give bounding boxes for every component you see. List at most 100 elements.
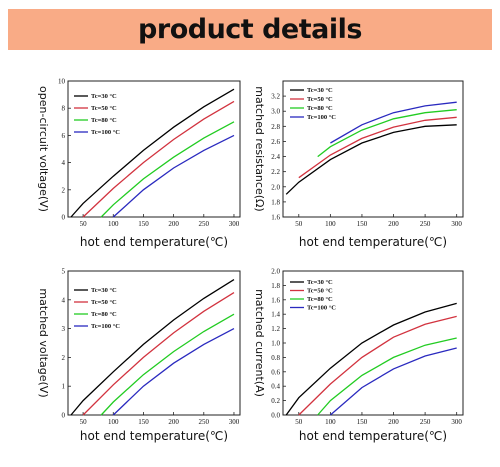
y-tick-label: 0.2 bbox=[271, 397, 280, 405]
legend-label-2: Tc=50 °C bbox=[91, 105, 117, 112]
x-tick-label: 100 bbox=[325, 220, 336, 228]
chart-4: 50 100 150 200 250 300 0.0 0.2 0.4 0.6 0.8 1.0 1.2 1.… bbox=[253, 268, 464, 443]
legend-label-4: Tc=100 °C bbox=[91, 129, 120, 136]
y-tick-label: 2.8 bbox=[271, 123, 280, 131]
series-line-4 bbox=[112, 134, 235, 218]
y-tick-label: 1.6 bbox=[271, 214, 280, 222]
legend-label-3: Tc=80 °C bbox=[307, 296, 333, 303]
legend-label-1: Tc=30 °C bbox=[91, 93, 117, 100]
x-axis-label: hot end temperature(℃) bbox=[80, 235, 228, 249]
y-tick-label: 1.0 bbox=[271, 340, 280, 348]
chart-1: 50 100 150 200 250 300 0 2 4 6 8 10 Tc=30 °C Tc=50 °C… bbox=[37, 78, 241, 249]
x-tick-label: 200 bbox=[168, 220, 179, 228]
legend: Tc=30 °C Tc=50 °C Tc=80 °C Tc=100 °C bbox=[74, 93, 120, 136]
legend: Tc=30 °C Tc=50 °CTc=80 °C Tc=100 °C bbox=[290, 279, 336, 312]
y-tick-label: 1.8 bbox=[271, 282, 280, 290]
x-tick-label: 250 bbox=[199, 220, 210, 228]
y-tick-label: 2.4 bbox=[271, 153, 280, 161]
x-tick-label: 150 bbox=[138, 220, 149, 228]
y-tick-label: 2.0 bbox=[271, 268, 280, 276]
x-tick-label: 50 bbox=[80, 220, 88, 228]
y-tick-label: 1.4 bbox=[271, 311, 280, 319]
y-tick-label: 3 bbox=[62, 325, 66, 333]
y-tick-label: 0.6 bbox=[271, 368, 280, 376]
x-tick-label: 100 bbox=[108, 220, 119, 228]
y-tick-label: 5 bbox=[62, 268, 66, 276]
title-banner: product details bbox=[8, 9, 492, 50]
series-line-3 bbox=[317, 109, 457, 158]
y-tick-label: 0.4 bbox=[271, 383, 280, 391]
series-line-1 bbox=[70, 88, 235, 218]
x-tick-label: 300 bbox=[229, 220, 240, 228]
x-tick-label: 50 bbox=[295, 220, 303, 228]
x-axis-label: hot end temperature(℃) bbox=[299, 235, 447, 249]
legend-label-3: Tc=80 °C bbox=[91, 311, 117, 318]
y-axis-label: open-circuit voltage(V) bbox=[37, 86, 50, 212]
legend-label-1: Tc=30 °C bbox=[91, 287, 117, 294]
y-tick-label: 0.0 bbox=[271, 412, 280, 420]
y-tick-label: 3.0 bbox=[271, 108, 280, 116]
y-tick-label: 0 bbox=[62, 214, 66, 222]
legend: Tc=30 °C Tc=50 °C Tc=80 °C Tc=100 °C bbox=[74, 287, 120, 330]
legend-label-4: Tc=100 °C bbox=[307, 114, 336, 121]
y-axis-label: matched voltage(V) bbox=[37, 288, 50, 397]
x-tick-label: 50 bbox=[295, 418, 303, 426]
y-tick-label: 2 bbox=[62, 354, 66, 362]
y-tick-label: 1.6 bbox=[271, 296, 280, 304]
x-tick-label: 50 bbox=[80, 418, 88, 426]
x-tick-label: 300 bbox=[451, 418, 462, 426]
series-line-3 bbox=[100, 121, 235, 218]
y-axis-label: matched current(A) bbox=[253, 289, 266, 397]
y-tick-label: 2.0 bbox=[271, 183, 280, 191]
x-tick-label: 300 bbox=[229, 418, 240, 426]
legend-label-1: Tc=30 °C bbox=[307, 279, 333, 286]
legend-label-4: Tc=100 °C bbox=[307, 305, 336, 312]
y-tick-label: 2.6 bbox=[271, 138, 280, 146]
legend-label-2: Tc=50 °C bbox=[307, 288, 333, 295]
series-line-2 bbox=[82, 292, 235, 416]
x-tick-label: 100 bbox=[108, 418, 119, 426]
series-line-4 bbox=[330, 101, 457, 144]
x-tick-label: 200 bbox=[168, 418, 179, 426]
x-tick-label: 250 bbox=[420, 418, 431, 426]
x-tick-label: 100 bbox=[325, 418, 336, 426]
legend-label-2: Tc=50 °C bbox=[91, 299, 117, 306]
y-tick-label: 10 bbox=[58, 78, 66, 86]
series-line-2 bbox=[298, 116, 457, 179]
x-tick-label: 200 bbox=[388, 220, 399, 228]
legend-label-1: Tc=30 °C bbox=[307, 87, 333, 94]
series-line-3 bbox=[317, 337, 457, 416]
legend-label-3: Tc=80 °C bbox=[307, 105, 333, 112]
series-line-2 bbox=[298, 315, 457, 416]
y-tick-label: 4 bbox=[62, 159, 66, 167]
y-tick-label: 0.8 bbox=[271, 354, 280, 362]
plot-frame bbox=[282, 80, 464, 218]
series-line-4 bbox=[112, 328, 235, 416]
x-tick-label: 250 bbox=[199, 418, 210, 426]
banner-title: product details bbox=[138, 14, 362, 45]
y-tick-label: 4 bbox=[62, 296, 66, 304]
x-axis-label: hot end temperature(℃) bbox=[299, 429, 447, 443]
y-tick-label: 6 bbox=[62, 132, 66, 140]
chart-2: 50 100 150 200 250 300 1.6 1.8 2.0 2.2 2.4 2.6 2.8 3.… bbox=[253, 80, 464, 249]
y-tick-label: 1.8 bbox=[271, 198, 280, 206]
y-axis-label: matched resistance(Ω) bbox=[253, 86, 266, 211]
y-tick-label: 3.2 bbox=[271, 93, 280, 101]
x-tick-label: 150 bbox=[138, 418, 149, 426]
y-tick-label: 1 bbox=[62, 383, 66, 391]
legend-label-3: Tc=80 °C bbox=[91, 117, 117, 124]
legend: Tc=30 °C Tc=50 °C Tc=80 °C Tc=100 °C bbox=[290, 87, 336, 121]
legend-label-2: Tc=50 °C bbox=[307, 96, 333, 103]
series-line-2 bbox=[82, 100, 235, 218]
y-tick-label: 0 bbox=[62, 412, 66, 420]
series-line-1 bbox=[70, 279, 235, 416]
plot-frame bbox=[67, 270, 241, 416]
series-line-1 bbox=[285, 302, 457, 416]
legend-label-4: Tc=100 °C bbox=[91, 323, 120, 330]
y-tick-label: 8 bbox=[62, 105, 66, 113]
x-tick-label: 200 bbox=[388, 418, 399, 426]
plot-frame bbox=[67, 80, 241, 218]
series-line-4 bbox=[329, 347, 457, 416]
